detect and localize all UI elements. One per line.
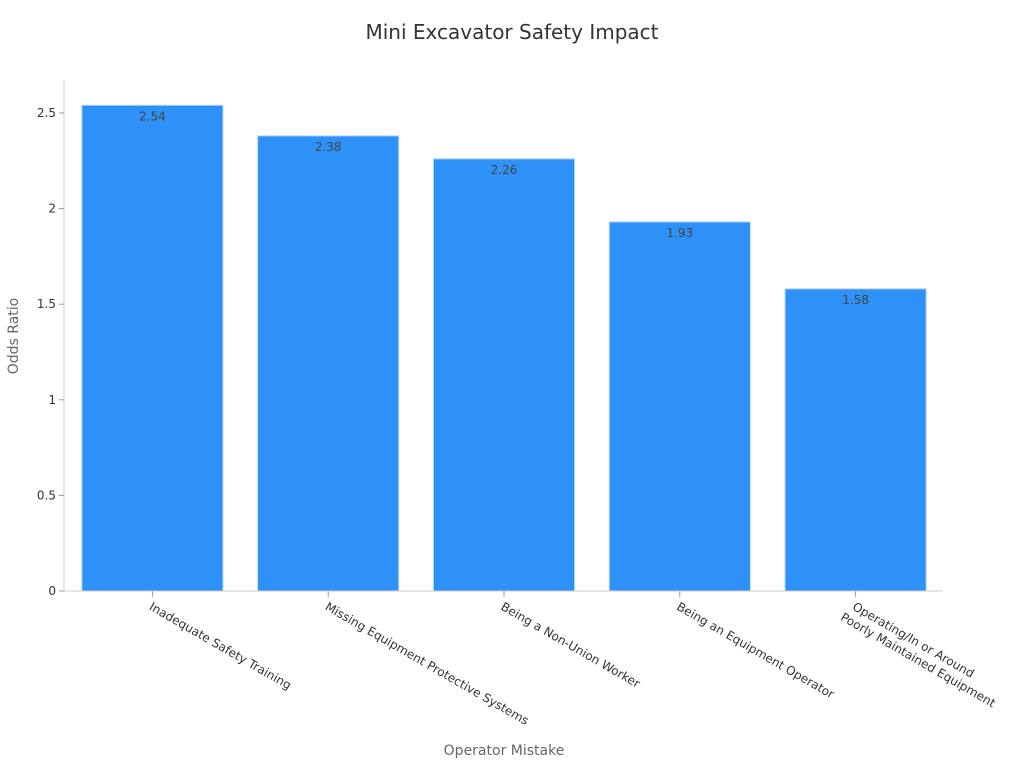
y-tick-label: 0.5 xyxy=(37,488,56,502)
x-tick-label: Being an Equipment Operator xyxy=(674,599,836,701)
y-axis-title: Odds Ratio xyxy=(6,298,22,374)
svg-text:Missing Equipment Protective S: Missing Equipment Protective Systems xyxy=(323,599,531,727)
x-tick-label: Being a Non-Union Worker xyxy=(499,599,643,690)
bar-value-label: 1.93 xyxy=(666,226,693,240)
y-tick-label: 2.5 xyxy=(37,106,56,120)
chart-title: Mini Excavator Safety Impact xyxy=(365,20,659,44)
y-tick-label: 2 xyxy=(48,202,56,216)
bar-value-label: 2.38 xyxy=(315,140,342,154)
svg-text:Poorly Maintained Equipment: Poorly Maintained Equipment xyxy=(838,610,998,710)
bar[interactable] xyxy=(608,221,751,592)
bar[interactable] xyxy=(433,158,575,592)
svg-text:Inadequate Safety Training: Inadequate Safety Training xyxy=(147,599,294,692)
bar-value-label: 2.54 xyxy=(139,109,166,123)
bar[interactable] xyxy=(81,104,224,592)
svg-text:Being an Equipment Operator: Being an Equipment Operator xyxy=(674,599,836,701)
y-tick-label: 1 xyxy=(48,393,56,407)
bars: 2.54 2.38 2.26 1.93 1.58 xyxy=(81,104,927,592)
x-axis-title: Operator Mistake xyxy=(444,743,565,759)
x-tick-label: Missing Equipment Protective Systems xyxy=(323,599,531,727)
bar-value-label: 2.26 xyxy=(491,163,518,177)
svg-text:Operating/In or Around: Operating/In or Around xyxy=(850,599,977,680)
bar-value-label: 1.58 xyxy=(842,293,869,307)
y-tick-label: 0 xyxy=(48,584,56,598)
y-axis: 0 0.5 1 1.5 2 2.5 xyxy=(37,80,65,598)
y-tick-label: 1.5 xyxy=(37,297,56,311)
x-tick-label: Inadequate Safety Training xyxy=(147,599,294,692)
bar[interactable] xyxy=(257,135,400,592)
bar[interactable] xyxy=(784,288,927,592)
svg-text:Being a Non-Union Worker: Being a Non-Union Worker xyxy=(499,599,643,690)
x-axis: Inadequate Safety Training Missing Equipm… xyxy=(64,590,998,728)
